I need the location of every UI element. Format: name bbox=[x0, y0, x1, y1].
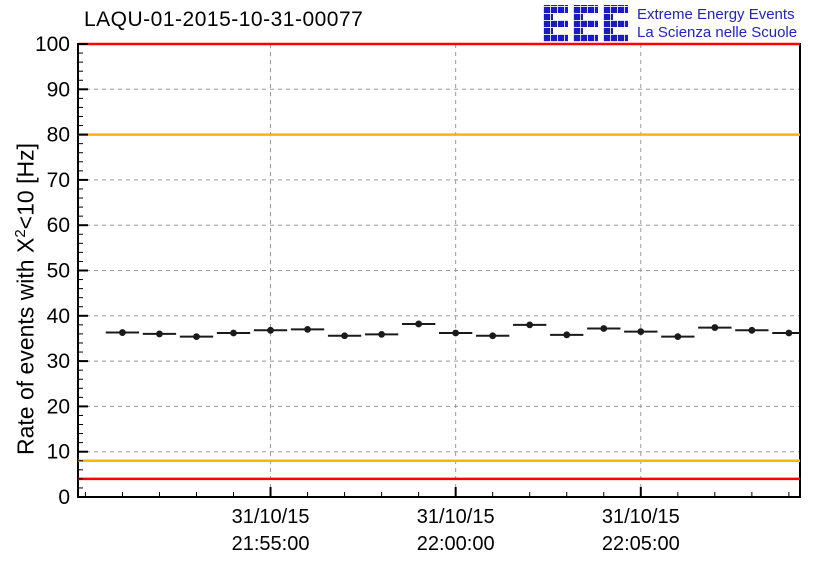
data-point bbox=[526, 321, 534, 329]
data-point bbox=[637, 328, 645, 336]
data-point bbox=[748, 326, 756, 334]
data-point bbox=[489, 332, 497, 340]
data-point bbox=[156, 330, 163, 338]
data-point bbox=[711, 324, 719, 331]
eee-logo-letter-e bbox=[573, 5, 598, 42]
data-point bbox=[230, 329, 237, 337]
y-tick-label: 20 bbox=[47, 395, 70, 418]
eee-logo bbox=[543, 5, 633, 42]
x-tick-date: 31/10/15 bbox=[602, 506, 680, 528]
y-tick-label: 90 bbox=[47, 78, 70, 101]
x-tick-time: 21:55:00 bbox=[232, 533, 310, 555]
logo-text-line1: Extreme Energy Events bbox=[637, 6, 795, 23]
eee-logo-letter-e bbox=[603, 5, 628, 42]
eee-logo-letter-e bbox=[543, 5, 568, 42]
x-tick-date: 31/10/15 bbox=[417, 506, 495, 528]
data-point bbox=[193, 333, 200, 341]
y-tick-label: 0 bbox=[58, 486, 70, 509]
data-point bbox=[267, 326, 274, 334]
y-tick-label: 80 bbox=[47, 124, 70, 147]
x-tick-time: 22:00:00 bbox=[417, 533, 495, 555]
data-point bbox=[452, 329, 460, 337]
y-tick-label: 50 bbox=[47, 260, 70, 283]
y-tick-label: 40 bbox=[47, 305, 70, 328]
x-tick-date: 31/10/15 bbox=[232, 506, 310, 528]
data-point bbox=[304, 325, 311, 333]
data-point bbox=[600, 325, 608, 332]
y-tick-label: 60 bbox=[47, 214, 70, 237]
data-point bbox=[378, 330, 386, 338]
data-point bbox=[674, 333, 682, 341]
y-tick-label: 70 bbox=[47, 169, 70, 192]
logo-text-line2: La Scienza nelle Scuole bbox=[637, 24, 798, 41]
data-point bbox=[341, 332, 348, 340]
chart-title: LAQU-01-2015-10-31-00077 bbox=[84, 8, 364, 31]
y-tick-label: 30 bbox=[47, 350, 70, 373]
data-point bbox=[785, 329, 793, 337]
data-point bbox=[415, 320, 423, 328]
data-point bbox=[563, 331, 571, 339]
x-tick-time: 22:05:00 bbox=[602, 533, 680, 555]
y-tick-label: 10 bbox=[47, 441, 70, 464]
y-tick-label: 100 bbox=[35, 33, 70, 56]
data-point bbox=[119, 329, 126, 336]
